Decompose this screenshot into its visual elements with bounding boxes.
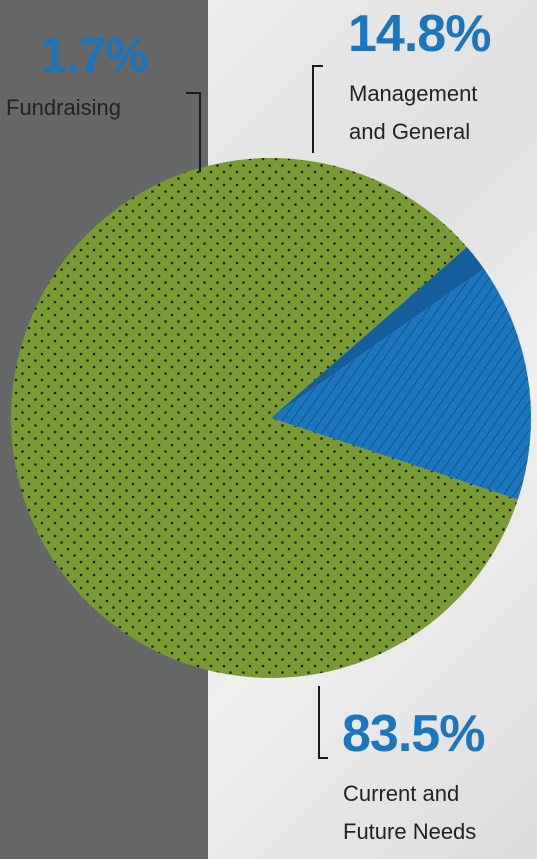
pie-slice-fundraising	[271, 247, 484, 418]
pct-label-fundraising: 1.7%	[40, 29, 149, 83]
pct-label-management: 14.8%	[348, 5, 491, 63]
pie-slice-current-future-texture	[11, 157, 518, 678]
slice-label-management-line1: Management	[349, 81, 478, 106]
slice-label-fundraising: Fundraising	[6, 95, 121, 120]
leader-line-current	[318, 686, 328, 759]
leader-line-fundraising	[186, 92, 201, 172]
slice-label-management-line2: and General	[349, 119, 471, 144]
slice-label-current-line1: Current and	[343, 781, 460, 806]
leader-line-management	[312, 65, 323, 153]
slice-label-current-line2: Future Needs	[343, 819, 477, 844]
pct-label-current: 83.5%	[342, 705, 485, 763]
pie-slice-management-texture	[271, 268, 532, 500]
